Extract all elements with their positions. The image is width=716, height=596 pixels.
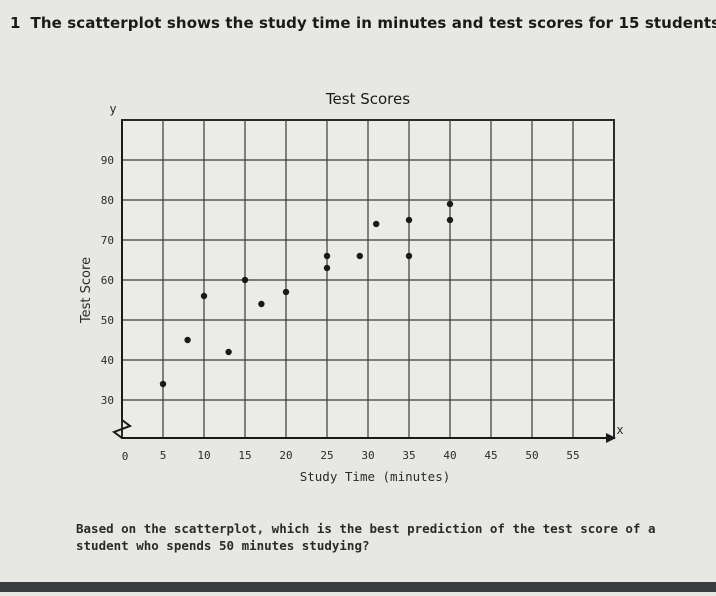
axis-break-icon bbox=[111, 419, 133, 439]
x-tick-label: 40 bbox=[443, 449, 456, 462]
data-point bbox=[356, 252, 363, 260]
data-point bbox=[405, 216, 413, 224]
data-point bbox=[446, 200, 454, 208]
question-line: 1 The scatterplot shows the study time in… bbox=[10, 14, 716, 32]
x-tick-label: 55 bbox=[566, 449, 579, 462]
y-tick-label: 60 bbox=[101, 274, 114, 287]
data-point bbox=[323, 252, 331, 260]
x-tick-label: 5 bbox=[160, 449, 167, 462]
data-point bbox=[159, 380, 167, 388]
x-axis-letter: x bbox=[616, 423, 623, 437]
tick-labels: 5 10 15 20 25 30 35 40 45 50 55 30 40 50 60 70 80 90 bbox=[101, 154, 580, 462]
data-point bbox=[258, 300, 265, 308]
question-number: 1 bbox=[10, 14, 21, 32]
data-points bbox=[159, 200, 454, 388]
x-tick-label: 10 bbox=[197, 449, 210, 462]
data-point bbox=[446, 216, 454, 224]
data-point bbox=[184, 336, 191, 344]
y-tick-label: 30 bbox=[101, 394, 114, 407]
data-point bbox=[373, 220, 380, 228]
y-tick-label: 90 bbox=[101, 154, 114, 167]
y-tick-label: 50 bbox=[101, 314, 114, 327]
data-point bbox=[405, 252, 413, 260]
question-text: The scatterplot shows the study time in … bbox=[30, 14, 716, 32]
followup-question: Based on the scatterplot, which is the b… bbox=[76, 521, 656, 553]
grid-lines bbox=[122, 120, 614, 438]
x-tick-label: 25 bbox=[320, 449, 333, 462]
bottom-edge bbox=[0, 582, 716, 592]
y-tick-label: 80 bbox=[101, 194, 114, 207]
data-point bbox=[282, 288, 290, 296]
x-tick-label: 15 bbox=[238, 449, 251, 462]
origin-label: 0 bbox=[122, 450, 129, 463]
axes bbox=[111, 120, 616, 443]
x-tick-label: 20 bbox=[279, 449, 292, 462]
y-tick-label: 70 bbox=[101, 234, 114, 247]
x-axis-label: Study Time (minutes) bbox=[300, 469, 451, 484]
x-tick-label: 45 bbox=[484, 449, 497, 462]
chart-title: Test Scores bbox=[325, 90, 410, 108]
data-point bbox=[225, 348, 232, 356]
y-tick-label: 40 bbox=[101, 354, 114, 367]
y-axis-label: Test Score bbox=[79, 257, 94, 324]
x-axis-arrow-icon bbox=[606, 433, 616, 443]
x-tick-label: 30 bbox=[361, 449, 374, 462]
data-point bbox=[241, 276, 249, 284]
x-tick-label: 50 bbox=[525, 449, 538, 462]
data-point bbox=[323, 264, 331, 272]
y-axis-letter: y bbox=[109, 102, 116, 116]
x-tick-label: 35 bbox=[402, 449, 415, 462]
data-point bbox=[200, 292, 208, 300]
